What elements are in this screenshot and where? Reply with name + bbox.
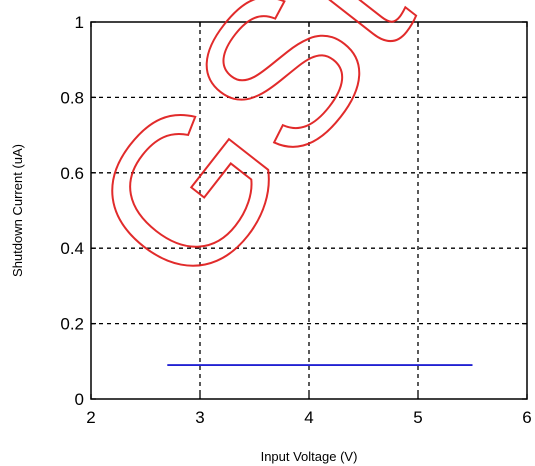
x-tick-label: 4 <box>304 408 313 427</box>
x-tick-label: 2 <box>86 408 95 427</box>
x-tick-label: 3 <box>195 408 204 427</box>
grid-lines <box>91 22 527 399</box>
x-tick-label: 6 <box>522 408 531 427</box>
x-axis-label: Input Voltage (V) <box>261 449 358 464</box>
axis-ticks <box>90 21 528 400</box>
y-tick-label: 0 <box>75 390 84 409</box>
y-tick-label: 0.2 <box>60 315 84 334</box>
y-tick-label: 1 <box>75 13 84 32</box>
y-tick-label: 0.6 <box>60 164 84 183</box>
y-axis-label: Shutdown Current (uA) <box>10 144 25 277</box>
y-tick-label: 0.4 <box>60 239 84 258</box>
x-tick-label: 5 <box>413 408 422 427</box>
tick-labels: 2 3 4 5 6 0 0.2 0.4 0.6 0.8 1 <box>60 13 531 427</box>
y-tick-label: 0.8 <box>60 88 84 107</box>
